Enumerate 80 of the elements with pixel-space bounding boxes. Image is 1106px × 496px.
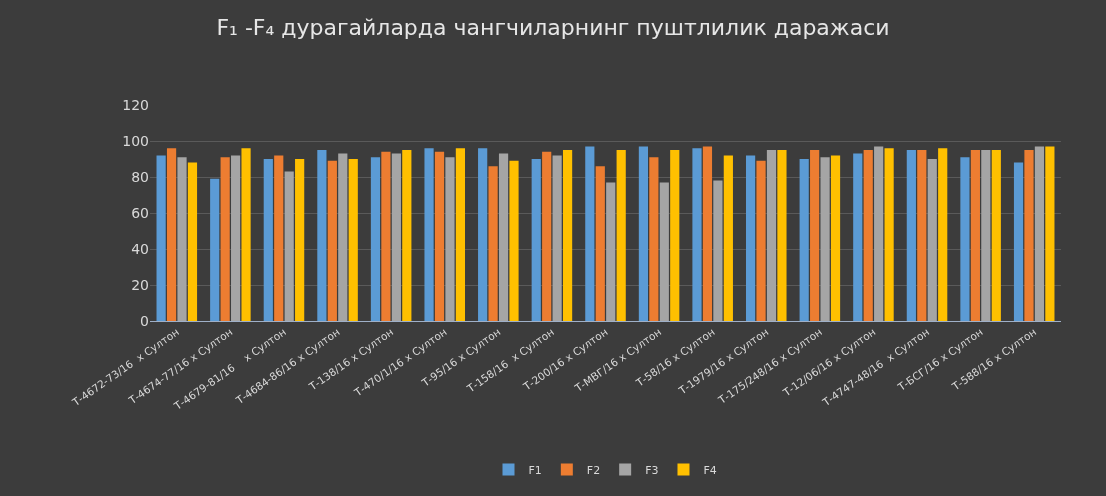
legend-label: F1 — [528, 463, 542, 477]
bar — [638, 146, 649, 321]
bar — [263, 159, 273, 321]
legend-label: F4 — [703, 463, 717, 477]
bar — [317, 150, 327, 321]
bar — [723, 155, 733, 321]
bar — [585, 146, 595, 321]
bar — [756, 160, 766, 321]
bar — [927, 159, 937, 321]
bar — [766, 150, 777, 321]
bar — [156, 155, 166, 321]
bar — [649, 157, 659, 321]
bar — [552, 155, 562, 321]
bar — [531, 159, 541, 321]
bar — [606, 182, 616, 321]
bar — [853, 153, 863, 321]
bar — [981, 150, 991, 321]
bar — [970, 150, 980, 321]
bar — [509, 160, 519, 321]
bar — [187, 162, 198, 321]
y-tick-label: 20 — [131, 276, 149, 293]
bar — [348, 159, 358, 321]
bar — [210, 178, 220, 321]
y-tick-label: 0 — [140, 312, 149, 329]
bar — [960, 157, 970, 321]
bar — [370, 157, 381, 321]
bar — [1013, 162, 1024, 321]
y-tick-label: 100 — [122, 132, 149, 149]
bar — [455, 148, 466, 321]
bar — [166, 148, 177, 321]
bar — [478, 148, 488, 321]
chart-title: F₁ -F₄ дурагайларда чангчиларнинг пуштлилик даражаси — [216, 15, 890, 41]
bar — [1045, 146, 1055, 321]
bar — [220, 157, 230, 321]
bar — [863, 150, 873, 321]
bar — [713, 180, 723, 321]
bar — [745, 155, 756, 321]
bar — [338, 153, 348, 321]
bar — [777, 150, 787, 321]
bar — [917, 150, 927, 321]
bar — [1024, 150, 1034, 321]
bar — [402, 150, 412, 321]
bar — [702, 146, 713, 321]
bar — [391, 153, 401, 321]
y-tick-label: 60 — [131, 204, 149, 221]
bar — [327, 160, 337, 321]
legend-label: F3 — [645, 463, 659, 477]
bar — [542, 151, 552, 321]
bar — [692, 148, 702, 321]
bar — [906, 150, 916, 321]
y-tick-label: 80 — [131, 168, 149, 185]
bar — [498, 153, 509, 321]
bar — [177, 157, 187, 321]
bar — [874, 146, 884, 321]
bar — [616, 150, 626, 321]
bar — [991, 150, 1001, 321]
bar — [274, 155, 284, 321]
bar — [445, 157, 455, 321]
bar — [595, 166, 605, 321]
y-tick-label: 120 — [122, 96, 149, 113]
bar — [424, 148, 434, 321]
bar — [231, 155, 241, 321]
bar — [830, 155, 841, 321]
bar — [670, 150, 680, 321]
bar — [381, 151, 391, 321]
bar — [434, 151, 445, 321]
bar — [938, 148, 948, 321]
y-tick-label: 40 — [131, 240, 149, 257]
bar — [820, 157, 830, 321]
legend-label: F2 — [586, 463, 601, 477]
bar — [488, 166, 498, 321]
bar — [659, 182, 669, 321]
bar — [284, 171, 294, 321]
bar — [295, 159, 305, 321]
bar — [562, 150, 573, 321]
bar — [810, 150, 820, 321]
bar — [799, 159, 809, 321]
bar — [1034, 146, 1045, 321]
bar — [884, 148, 894, 321]
bar — [241, 148, 251, 321]
